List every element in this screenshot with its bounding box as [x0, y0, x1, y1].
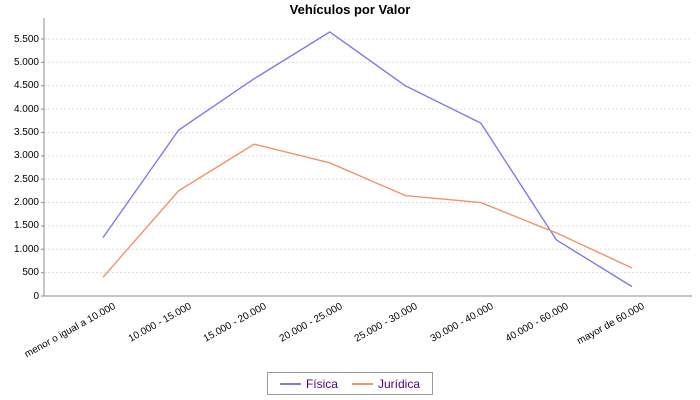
legend-line-swatch: [351, 382, 373, 385]
y-tick-label-2.000: 2.000: [13, 197, 39, 209]
y-tick-label-0: 0: [33, 290, 39, 302]
y-tick-label-1.500: 1.500: [13, 220, 39, 232]
y-tick-label-4.000: 4.000: [13, 103, 39, 115]
legend-label: Jurídica: [377, 376, 421, 391]
y-tick-label-2.500: 2.500: [13, 173, 39, 185]
legend-line-swatch: [279, 382, 301, 385]
y-tick-label-3.500: 3.500: [13, 126, 39, 138]
legend-item-jurídica: Jurídica: [351, 376, 421, 391]
series-line-física: [102, 31, 633, 288]
y-tick-label-5.500: 5.500: [13, 33, 39, 45]
legend-label: Física: [305, 376, 338, 391]
y-tick-label-5.000: 5.000: [13, 56, 39, 68]
y-tick-label-1.000: 1.000: [13, 243, 39, 255]
series-line-jurídica: [102, 143, 633, 278]
y-tick-label-3.000: 3.000: [13, 150, 39, 162]
legend-item-física: Física: [279, 376, 338, 391]
chart-title: Vehículos por Valor: [289, 2, 411, 17]
y-tick-label-4.500: 4.500: [13, 80, 39, 92]
y-tick-label-500: 500: [22, 267, 39, 279]
legend: Física Jurídica: [266, 372, 434, 395]
